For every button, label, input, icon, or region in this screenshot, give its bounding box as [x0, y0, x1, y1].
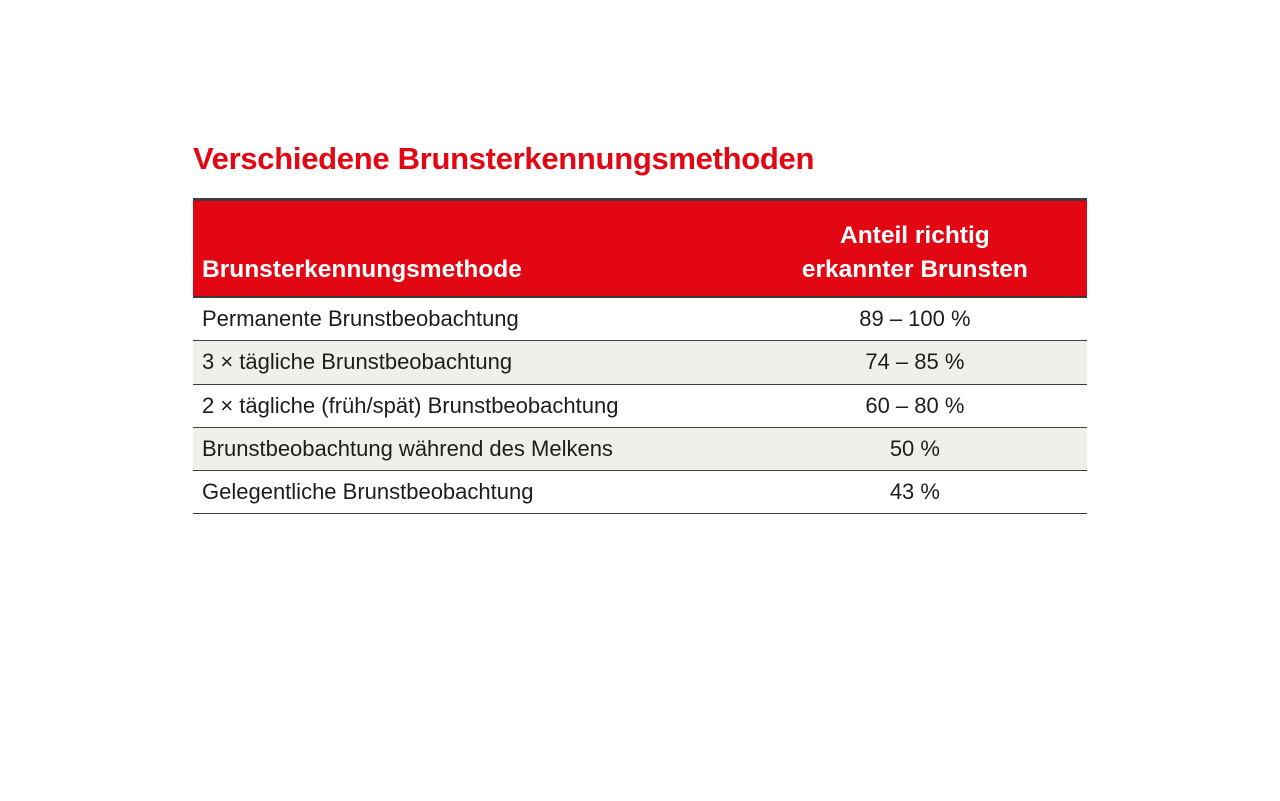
table-row: Permanente Brunstbeobachtung 89 – 100 %	[193, 298, 1087, 342]
method-cell: Gelegentliche Brunstbeobachtung	[202, 479, 534, 505]
column-header-method: Brunsterkennungsmethode	[202, 256, 522, 284]
page-title: Verschiedene Brunsterkennungsmethoden	[193, 141, 815, 176]
accuracy-value-cell: 89 – 100 %	[859, 306, 971, 332]
table-row: 2 × tägliche (früh/spät) Brunstbeobachtu…	[193, 384, 1087, 428]
column-header-accuracy-line1: Anteil richtig	[840, 222, 990, 250]
column-header-accuracy: Anteil richtig erkannter Brunsten	[743, 201, 1087, 296]
heat-detection-table: Brunsterkennungsmethode Anteil richtig e…	[193, 198, 1087, 515]
method-cell: 2 × tägliche (früh/spät) Brunstbeobachtu…	[202, 392, 619, 418]
method-cell: Brunstbeobachtung während des Melkens	[202, 436, 613, 462]
column-header-accuracy-line2: erkannter Brunsten	[801, 256, 1028, 284]
table-row: Brunstbeobachtung während des Melkens 50 …	[193, 427, 1087, 472]
table-header-row: Brunsterkennungsmethode Anteil richtig e…	[193, 201, 1087, 298]
table-row: 3 × tägliche Brunstbeobachtung 74 – 85 %	[193, 341, 1087, 385]
accuracy-value-cell: 50 %	[889, 436, 940, 462]
table-row: Gelegentliche Brunstbeobachtung 43 %	[193, 471, 1087, 515]
method-cell: 3 × tägliche Brunstbeobachtung	[202, 349, 513, 375]
accuracy-value-cell: 60 – 80 %	[865, 392, 965, 418]
accuracy-value-cell: 43 %	[889, 479, 940, 505]
table-body: Permanente Brunstbeobachtung 89 – 100 % 3 …	[193, 298, 1087, 515]
method-cell: Permanente Brunstbeobachtung	[202, 306, 519, 332]
accuracy-value-cell: 74 – 85 %	[865, 349, 965, 375]
